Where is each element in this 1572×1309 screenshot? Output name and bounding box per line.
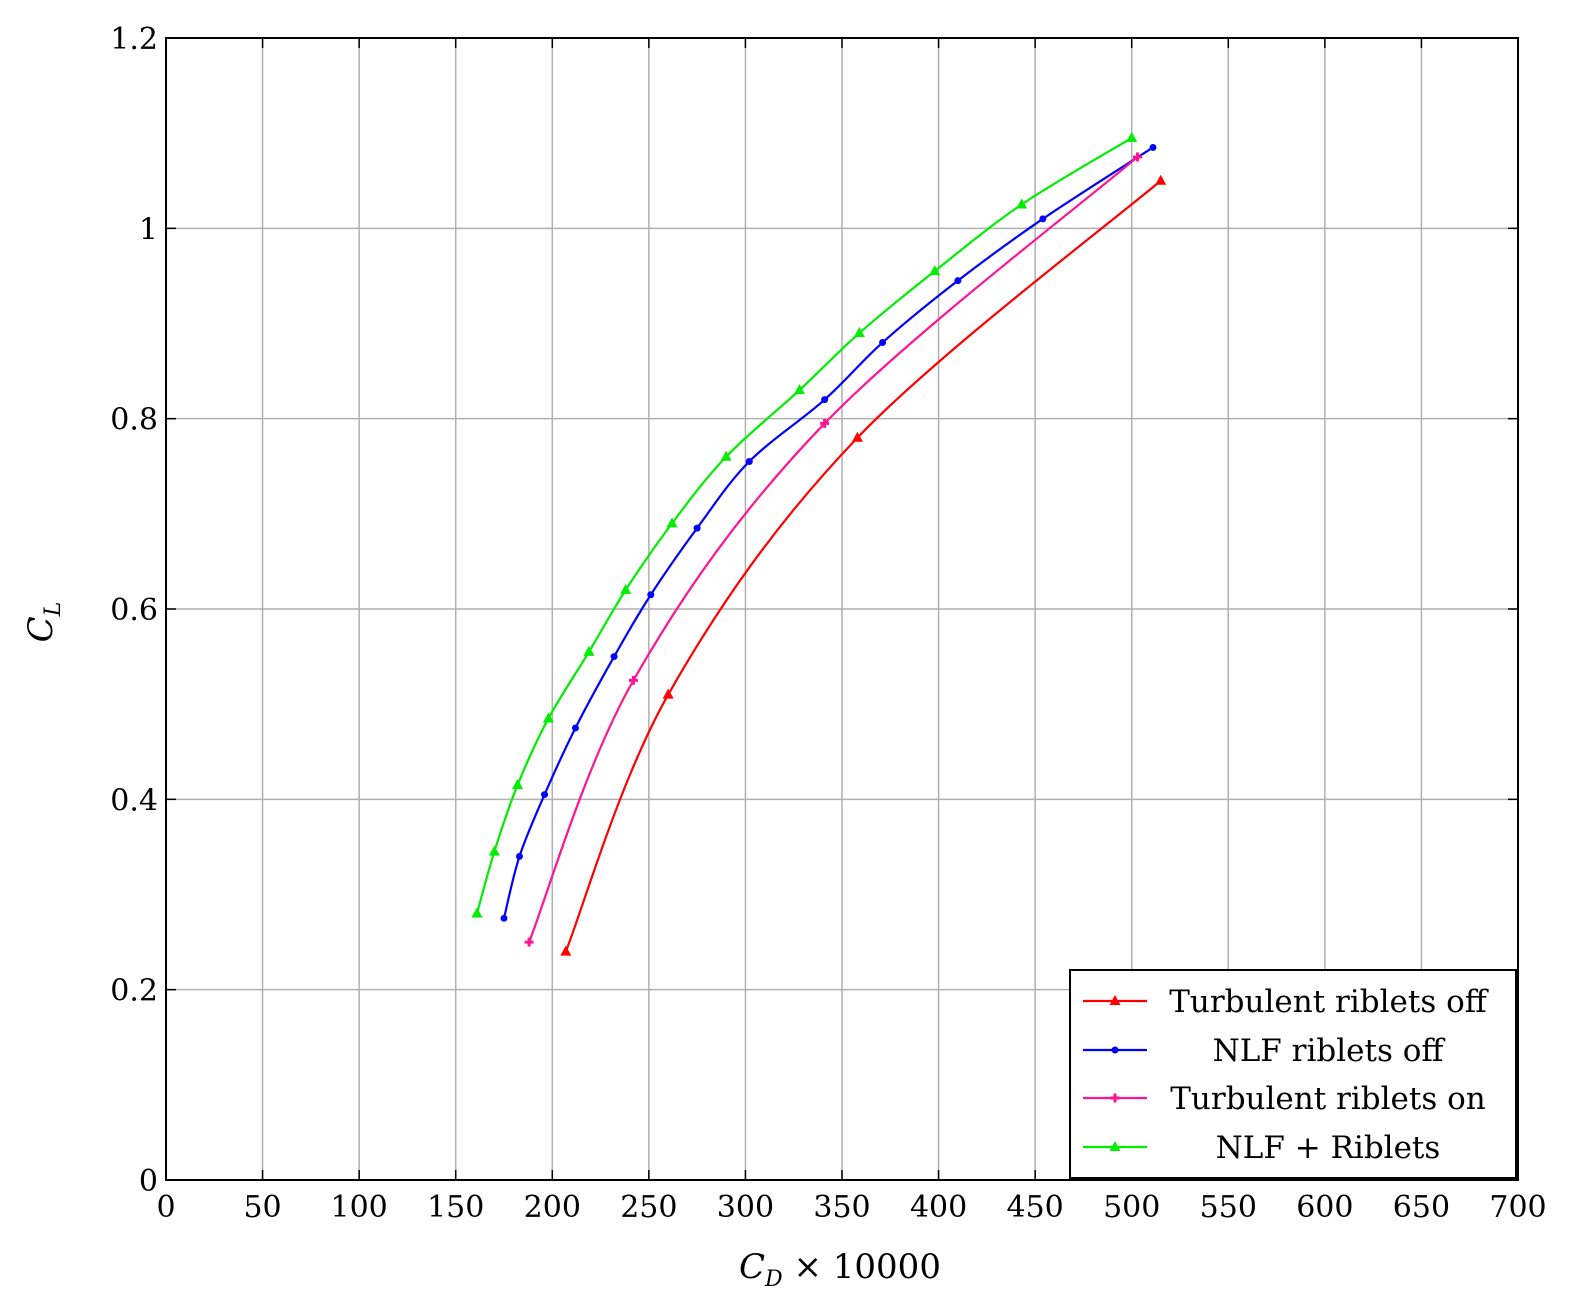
y-tick-label: 0.2 xyxy=(110,974,158,1009)
legend-label: Turbulent riblets off xyxy=(1169,984,1489,1020)
x-tick-label: 300 xyxy=(717,1190,774,1225)
data-point xyxy=(1039,215,1047,223)
plot-frame xyxy=(165,37,1519,1181)
x-tick-label: 450 xyxy=(1007,1190,1064,1225)
legend-label: Turbulent riblets on xyxy=(1170,1081,1486,1117)
legend-entry: NLF riblets off xyxy=(1083,1033,1445,1069)
y-axis-label-sub: L xyxy=(41,602,66,618)
x-ticks: 0 50 100 150 200 250 300 350 400 450 500 550 600 650 7… xyxy=(156,38,1547,1225)
y-tick-label: 1 xyxy=(139,212,158,247)
x-tick-label: 200 xyxy=(524,1190,581,1225)
data-point xyxy=(571,724,579,732)
y-tick-label: 0 xyxy=(139,1164,158,1199)
data-point xyxy=(647,591,655,599)
series-line xyxy=(475,136,1133,914)
x-axis-label: CD × 10000 xyxy=(739,1247,941,1292)
series-markers xyxy=(471,131,1167,956)
series-lines xyxy=(475,136,1162,953)
data-point xyxy=(745,457,753,465)
y-tick-label: 0.4 xyxy=(110,783,158,818)
data-point xyxy=(879,339,887,347)
x-tick-label: 0 xyxy=(156,1190,175,1225)
legend-entry: NLF + Riblets xyxy=(1083,1130,1440,1166)
data-point xyxy=(821,396,829,404)
legend-entry: Turbulent riblets off xyxy=(1083,984,1489,1020)
data-point xyxy=(1149,143,1157,151)
data-point xyxy=(954,277,962,285)
data-point xyxy=(1155,174,1167,185)
data-point xyxy=(610,653,618,661)
data-point xyxy=(541,791,549,799)
x-tick-label: 150 xyxy=(427,1190,484,1225)
data-point xyxy=(542,712,554,723)
x-tick-label: 700 xyxy=(1489,1190,1546,1225)
data-point xyxy=(720,450,732,461)
series-line xyxy=(502,146,1154,919)
legend-box xyxy=(1069,969,1517,1179)
y-axis-label-main: C xyxy=(21,616,61,642)
x-tick-label: 250 xyxy=(620,1190,677,1225)
y-axis-label: CL xyxy=(21,602,66,643)
x-tick-label: 350 xyxy=(813,1190,870,1225)
x-axis-label-main: C xyxy=(739,1247,765,1287)
legend-marker xyxy=(1109,995,1121,1005)
legend-marker xyxy=(1111,1046,1119,1054)
y-tick-label: 0.8 xyxy=(110,403,158,438)
data-point xyxy=(1016,198,1028,209)
x-axis-label-sub: D xyxy=(764,1267,783,1292)
x-tick-label: 100 xyxy=(331,1190,388,1225)
data-point xyxy=(471,907,483,918)
data-point xyxy=(1126,131,1138,142)
x-axis-label-rest: × 10000 xyxy=(783,1247,941,1287)
legend-entry: Turbulent riblets on xyxy=(1083,1081,1486,1117)
data-point xyxy=(666,517,678,528)
series-line xyxy=(564,179,1162,953)
data-point xyxy=(929,265,941,276)
series-line xyxy=(528,156,1139,943)
x-tick-label: 400 xyxy=(910,1190,967,1225)
data-point xyxy=(500,914,508,922)
legend-marker xyxy=(1110,1093,1120,1103)
legend-label: NLF + Riblets xyxy=(1216,1130,1441,1166)
x-tick-label: 600 xyxy=(1296,1190,1353,1225)
data-point xyxy=(851,431,863,442)
data-point xyxy=(853,327,865,338)
y-tick-label: 1.2 xyxy=(110,22,158,57)
data-point xyxy=(512,779,524,790)
data-point xyxy=(1133,152,1143,162)
data-point xyxy=(693,524,701,532)
x-tick-label: 550 xyxy=(1200,1190,1257,1225)
y-tick-label: 0.6 xyxy=(110,593,158,628)
data-point xyxy=(662,688,674,699)
data-point xyxy=(583,645,595,656)
data-point xyxy=(820,418,830,428)
data-point xyxy=(628,675,638,685)
x-tick-label: 500 xyxy=(1103,1190,1160,1225)
data-point xyxy=(794,384,806,395)
x-tick-label: 650 xyxy=(1393,1190,1450,1225)
legend-marker xyxy=(1109,1141,1121,1151)
data-point xyxy=(488,845,500,856)
data-point xyxy=(524,937,534,947)
data-point xyxy=(560,945,572,956)
data-point xyxy=(515,852,523,860)
x-tick-label: 50 xyxy=(243,1190,281,1225)
data-point xyxy=(620,583,632,594)
legend-label: NLF riblets off xyxy=(1213,1033,1446,1069)
legend: Turbulent riblets off NLF riblets off Turb… xyxy=(1069,969,1517,1179)
